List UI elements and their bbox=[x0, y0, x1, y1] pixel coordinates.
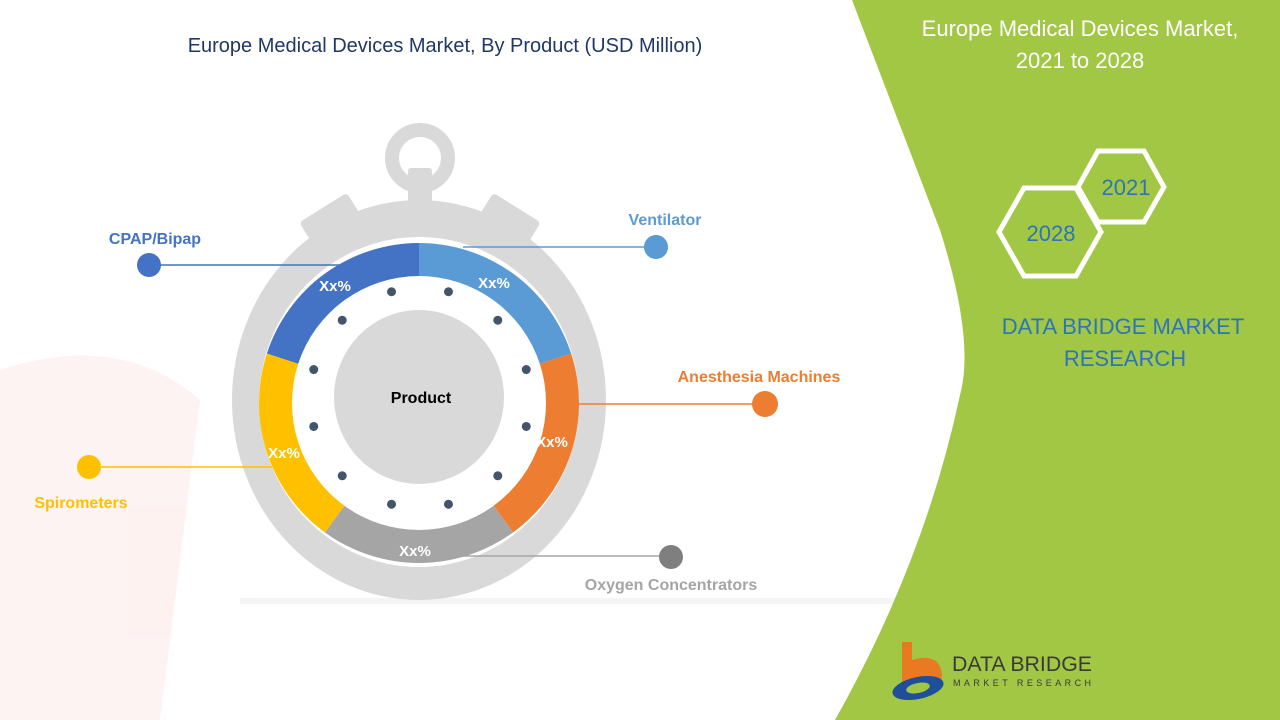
dial-dot bbox=[521, 365, 531, 375]
legend-label-oxygen-concentrators: Oxygen Concentrators bbox=[585, 577, 758, 594]
legend-ventilator: Ventilator bbox=[463, 212, 701, 259]
dial-dot bbox=[337, 471, 347, 481]
dial-dot bbox=[521, 421, 531, 431]
slice-label-oxygen-concentrators: Xx% bbox=[399, 543, 431, 560]
legend-oxygen-concentrators: Oxygen Concentrators bbox=[455, 545, 757, 594]
legend-anesthesia-machines: Anesthesia Machines bbox=[578, 369, 840, 417]
dial-dot bbox=[337, 315, 347, 325]
slice-oxygen-concentrators bbox=[324, 505, 514, 563]
hexagon-year-end bbox=[996, 185, 1104, 279]
side-panel-title-line2: 2021 to 2028 bbox=[1016, 48, 1144, 73]
year-end-label: 2028 bbox=[1027, 221, 1076, 246]
dial-dot bbox=[493, 315, 503, 325]
slice-label-spirometers: Xx% bbox=[268, 445, 300, 462]
slice-label-anesthesia-machines: Xx% bbox=[536, 434, 568, 451]
dial-dot bbox=[309, 365, 319, 375]
logo-text-line1: DATA BRIDGE bbox=[952, 653, 1092, 676]
legend-label-ventilator: Ventilator bbox=[629, 212, 702, 229]
logo-text-line2: MARKET RESEARCH bbox=[953, 678, 1091, 688]
legend-label-cpap-bipap: CPAP/Bipap bbox=[109, 231, 201, 248]
background-watermark bbox=[0, 355, 1090, 720]
slice-label-cpap-bipap: Xx% bbox=[319, 278, 351, 295]
legend-marker-oxygen-concentrators bbox=[659, 545, 683, 569]
legend-marker-anesthesia-machines bbox=[752, 391, 778, 417]
dial-dot bbox=[309, 421, 319, 431]
center-label: Product bbox=[391, 390, 452, 407]
legend-marker-spirometers bbox=[77, 455, 101, 479]
year-start-label: 2021 bbox=[1102, 175, 1151, 200]
legend-marker-ventilator bbox=[644, 235, 668, 259]
dial-dots bbox=[309, 287, 531, 509]
donut-ring bbox=[259, 243, 580, 563]
legend-spirometers: Spirometers bbox=[34, 455, 272, 512]
slice-cpap-bipap bbox=[266, 243, 419, 364]
legend-label-spirometers: Spirometers bbox=[34, 495, 127, 512]
dial-dot bbox=[493, 471, 503, 481]
company-name-line1: DATA BRIDGE MARKET bbox=[1002, 314, 1244, 339]
center-disc bbox=[334, 310, 504, 484]
dial-dot bbox=[387, 287, 397, 297]
legend-cpap-bipap: CPAP/Bipap bbox=[109, 231, 340, 277]
legend-label-anesthesia-machines: Anesthesia Machines bbox=[678, 369, 841, 386]
side-panel-title-line1: Europe Medical Devices Market, bbox=[922, 16, 1239, 41]
chart-title: Europe Medical Devices Market, By Produc… bbox=[188, 35, 703, 57]
legend-marker-cpap-bipap bbox=[137, 253, 161, 277]
dial-dot bbox=[387, 499, 397, 509]
company-logo: DATA BRIDGE MARKET RESEARCH bbox=[892, 642, 1092, 701]
slice-label-ventilator: Xx% bbox=[478, 275, 510, 292]
side-panel-background bbox=[835, 0, 1280, 720]
dial-dot bbox=[443, 499, 453, 509]
dial-dot bbox=[443, 287, 453, 297]
company-name-line2: RESEARCH bbox=[1064, 346, 1186, 371]
slice-ventilator bbox=[419, 243, 572, 364]
slice-spirometers bbox=[259, 353, 345, 533]
slice-anesthesia-machines bbox=[493, 353, 580, 533]
